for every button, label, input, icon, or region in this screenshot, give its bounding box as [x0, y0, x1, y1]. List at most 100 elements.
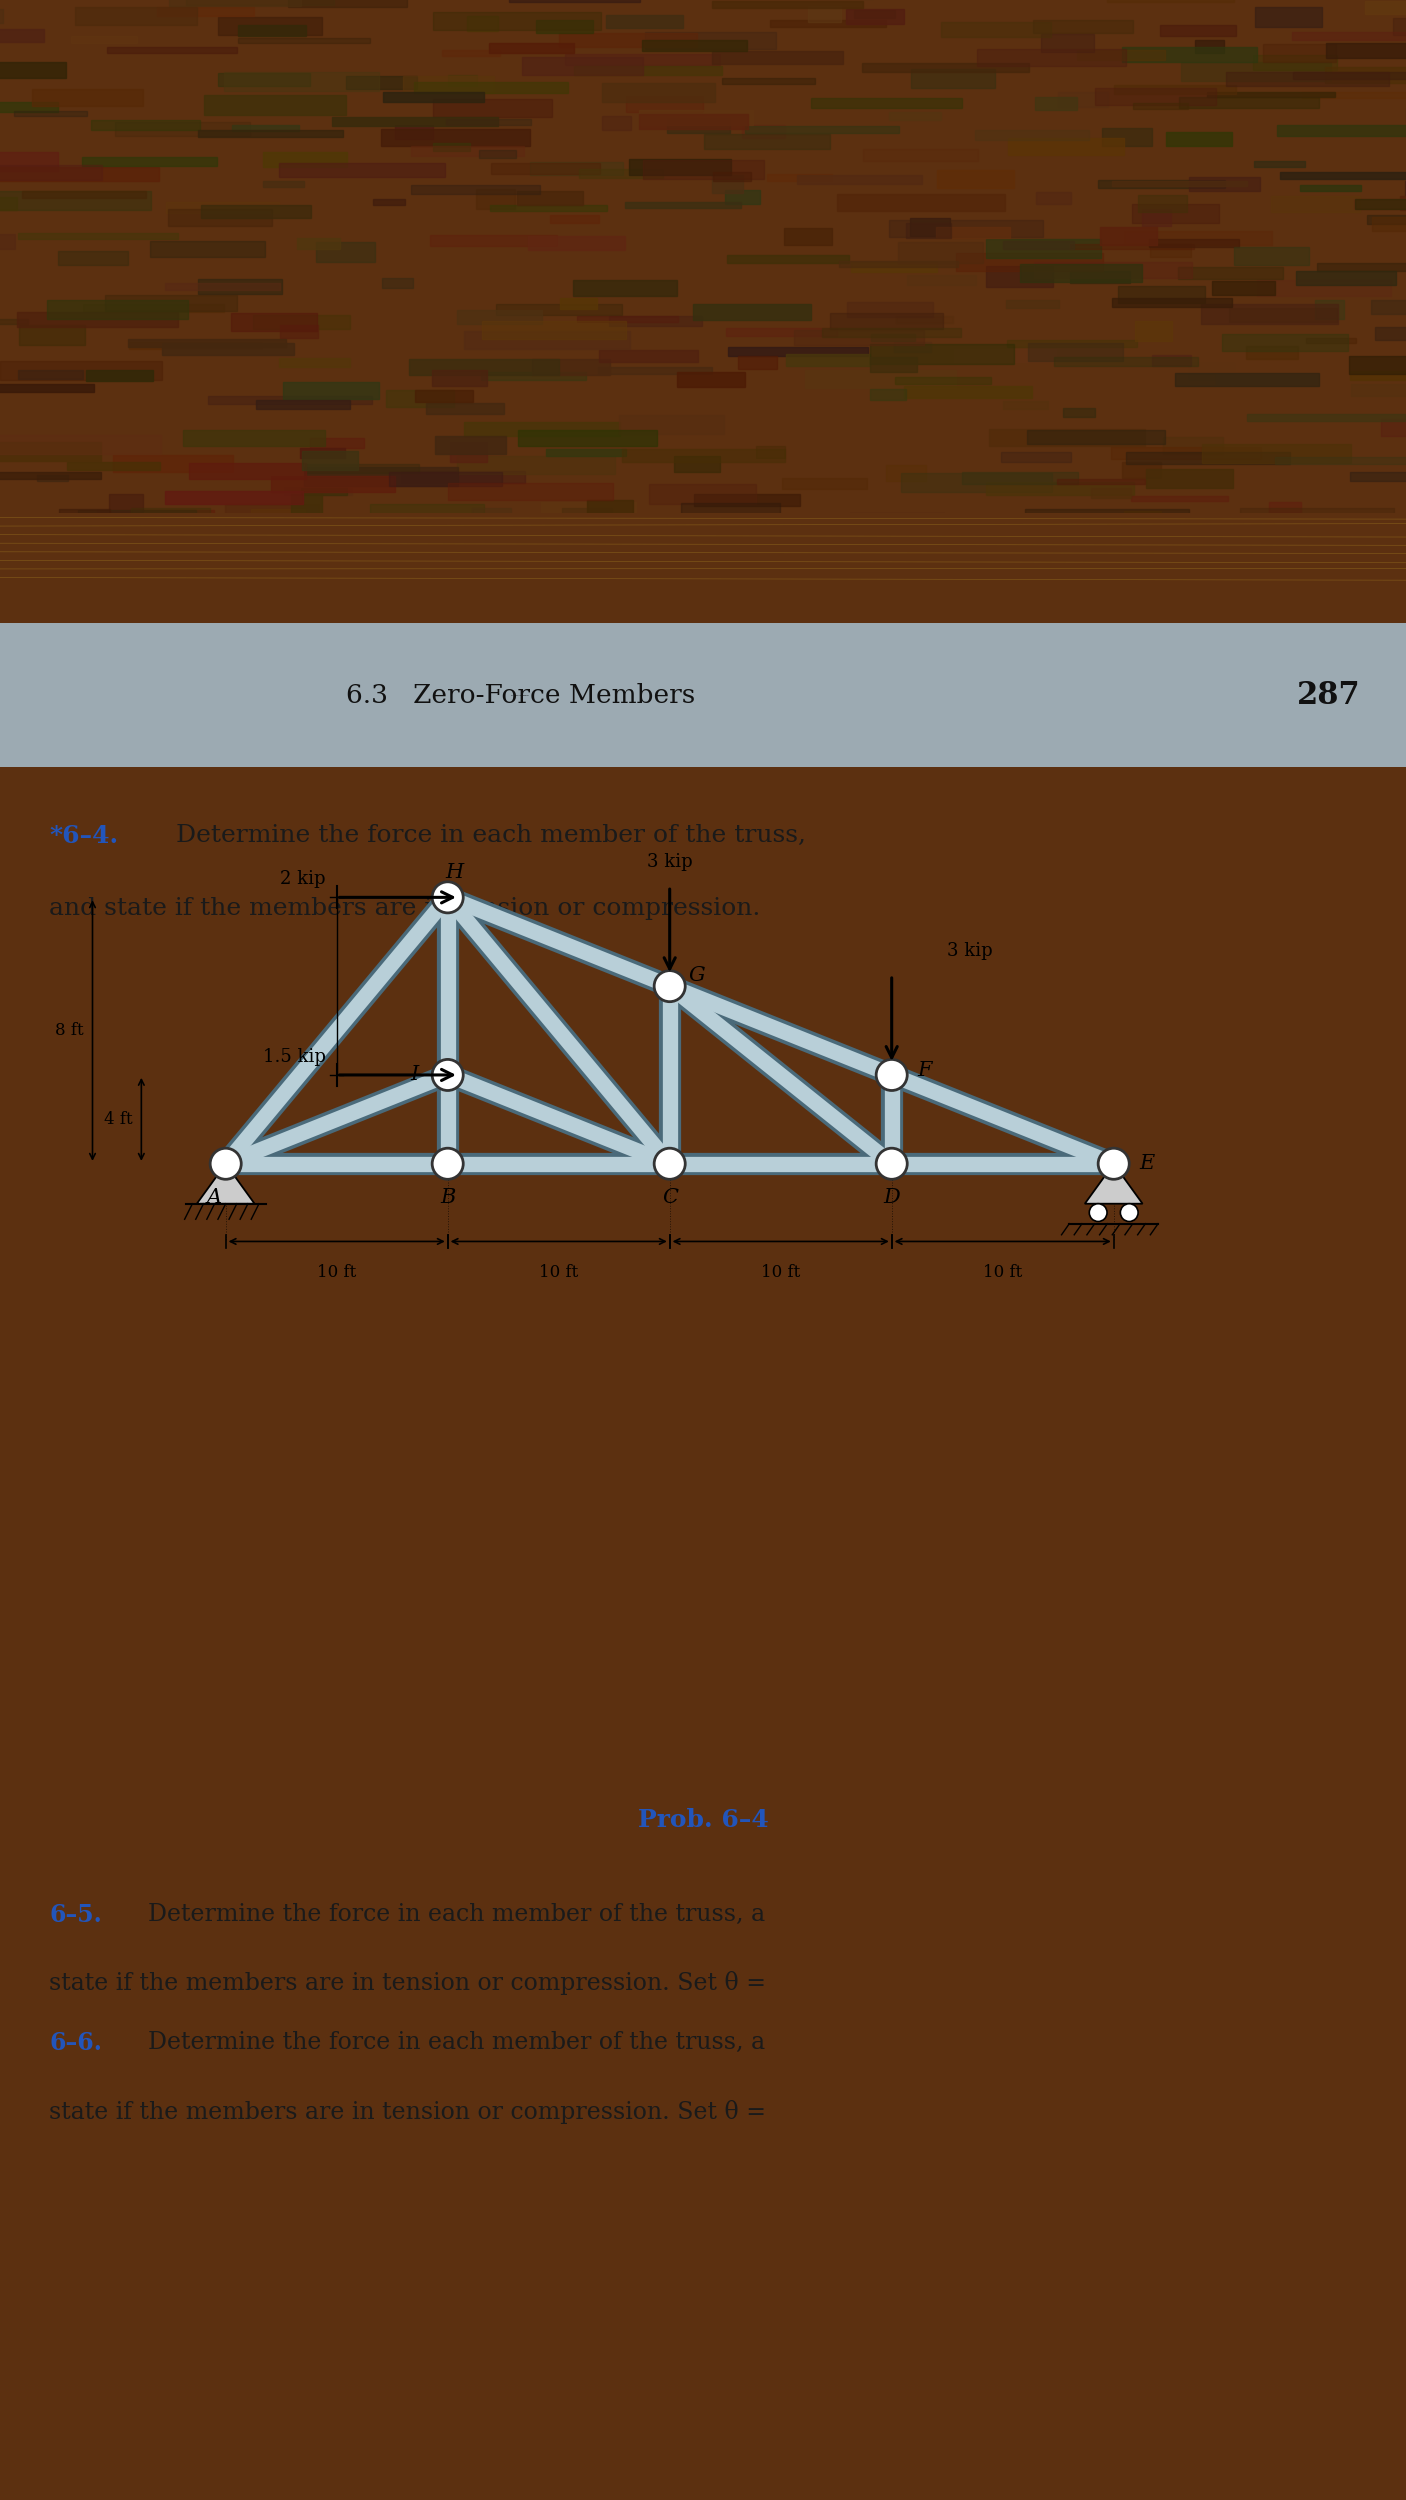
Bar [863, 150, 979, 162]
Bar [602, 82, 714, 102]
Bar [198, 280, 281, 292]
Bar [851, 512, 943, 532]
Bar [962, 472, 1078, 485]
Bar [169, 210, 273, 225]
Bar [977, 50, 1126, 65]
Bar [1063, 408, 1095, 418]
Bar [782, 478, 868, 490]
Bar [1371, 300, 1406, 315]
Bar [231, 312, 316, 330]
Bar [1375, 328, 1406, 340]
Bar [574, 65, 721, 75]
Text: C: C [662, 1188, 678, 1208]
Circle shape [432, 1148, 463, 1180]
Bar [770, 20, 886, 28]
Bar [0, 472, 101, 480]
Bar [491, 205, 607, 210]
Bar [433, 142, 471, 150]
Bar [745, 125, 898, 132]
Bar [83, 302, 224, 312]
Bar [1070, 242, 1194, 250]
Bar [415, 82, 568, 92]
Bar [936, 170, 1014, 187]
Bar [1118, 285, 1205, 302]
Bar [1351, 382, 1406, 395]
Bar [0, 442, 101, 460]
Bar [1150, 242, 1191, 258]
Bar [288, 0, 408, 8]
Bar [562, 508, 612, 525]
Bar [1070, 270, 1130, 282]
Bar [91, 120, 200, 130]
Bar [1292, 32, 1406, 40]
Bar [188, 462, 307, 480]
Text: 10 ft: 10 ft [538, 1262, 578, 1280]
Bar [846, 302, 934, 318]
Text: E: E [1139, 1155, 1154, 1172]
Bar [851, 262, 936, 272]
Bar [280, 325, 318, 338]
Bar [785, 228, 832, 245]
Bar [889, 220, 1042, 238]
Bar [1306, 338, 1357, 342]
Bar [713, 173, 751, 180]
Bar [904, 388, 1032, 398]
Bar [1181, 62, 1331, 82]
Bar [1028, 342, 1122, 360]
Bar [870, 332, 915, 340]
Circle shape [1098, 1148, 1129, 1180]
Bar [1163, 438, 1223, 452]
Bar [1271, 195, 1361, 212]
Text: Determine the force in each member of the truss,: Determine the force in each member of th… [176, 825, 806, 848]
Bar [1216, 375, 1317, 385]
Bar [1040, 35, 1094, 52]
Bar [742, 125, 785, 138]
Text: 287: 287 [1296, 680, 1361, 710]
Bar [1002, 400, 1047, 408]
Bar [630, 160, 731, 175]
Circle shape [876, 1060, 907, 1090]
Bar [1025, 508, 1189, 528]
Bar [638, 115, 748, 130]
Bar [395, 125, 433, 140]
Text: G: G [688, 965, 704, 985]
Text: 6–6.: 6–6. [49, 2030, 103, 2055]
Bar [1180, 98, 1319, 107]
Bar [522, 58, 643, 75]
Bar [1281, 173, 1406, 180]
Bar [198, 130, 343, 138]
Bar [550, 215, 599, 222]
Text: H: H [446, 862, 464, 882]
Bar [794, 330, 924, 345]
Bar [0, 622, 1406, 768]
Bar [433, 100, 553, 118]
Bar [373, 200, 405, 205]
Bar [513, 518, 586, 528]
Bar [432, 370, 486, 385]
Text: *6–4.: *6–4. [49, 825, 118, 848]
Bar [110, 495, 143, 512]
Bar [890, 112, 942, 120]
Bar [531, 360, 610, 375]
Text: F: F [918, 1060, 932, 1080]
Bar [0, 152, 58, 170]
Bar [645, 32, 776, 48]
Bar [0, 435, 160, 455]
Bar [299, 448, 344, 458]
Bar [464, 422, 620, 435]
Bar [578, 318, 679, 322]
Bar [271, 478, 395, 492]
Text: Prob. 6–4: Prob. 6–4 [638, 1808, 768, 1832]
Bar [910, 217, 950, 235]
Bar [1227, 520, 1291, 535]
Bar [1112, 180, 1247, 188]
Bar [165, 492, 302, 502]
Bar [536, 20, 592, 32]
Bar [1122, 48, 1257, 63]
Bar [1053, 357, 1198, 367]
Bar [987, 268, 1053, 288]
Bar [67, 462, 160, 470]
Bar [598, 368, 711, 375]
Bar [640, 110, 754, 125]
Bar [1035, 262, 1192, 278]
